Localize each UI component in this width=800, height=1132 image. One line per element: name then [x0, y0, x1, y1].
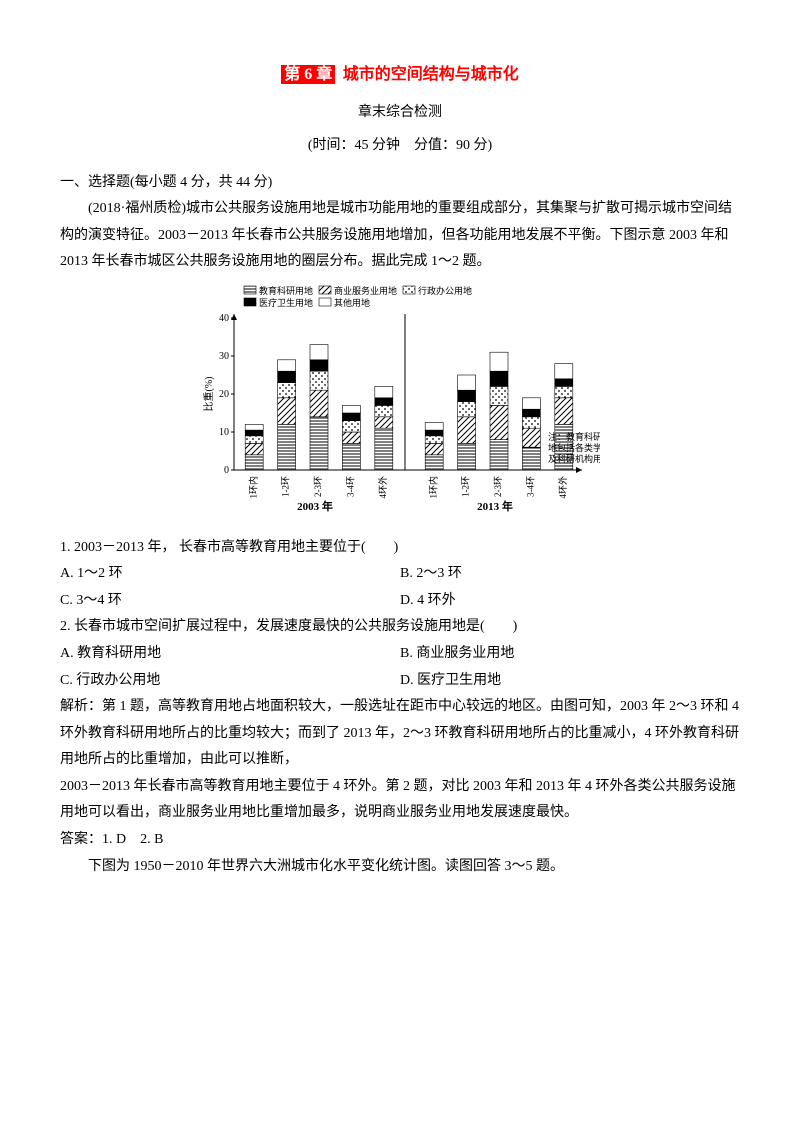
analysis-paragraph-1: 解析：第 1 题，高等教育用地占地面积较大，一般选址在距市中心较远的地区。由图可… — [60, 694, 740, 774]
svg-text:1-2环: 1-2环 — [461, 476, 471, 497]
chapter-number: 第 6 章 — [281, 65, 335, 84]
svg-text:1环内: 1环内 — [247, 476, 258, 499]
svg-text:其他用地: 其他用地 — [334, 297, 370, 308]
svg-text:教育科研用地: 教育科研用地 — [259, 285, 313, 296]
svg-text:注：教育科研用: 注：教育科研用 — [548, 431, 600, 442]
svg-text:10: 10 — [219, 427, 229, 438]
svg-text:40: 40 — [219, 313, 229, 324]
svg-text:2003 年: 2003 年 — [297, 499, 333, 513]
svg-text:2013 年: 2013 年 — [477, 499, 513, 513]
svg-text:30: 30 — [219, 351, 229, 362]
q1-stem: 1. 2003－2013 年， 长春市高等教育用地主要位于( ) — [60, 535, 740, 562]
q2-option-d: D. 医疗卫生用地 — [400, 668, 740, 695]
svg-text:1-2环: 1-2环 — [281, 476, 291, 497]
answer-line: 答案：1. D 2. B — [60, 827, 740, 854]
q2-option-c: C. 行政办公用地 — [60, 668, 400, 695]
svg-text:3-4环: 3-4环 — [525, 476, 535, 497]
chart-container: 教育科研用地 商业服务业用地 行政办公用地医疗卫生用地 其他用地 0 10 20 30 40 比重… — [60, 284, 740, 527]
q2-options: A. 教育科研用地 B. 商业服务业用地 C. 行政办公用地 D. 医疗卫生用地 — [60, 641, 740, 694]
svg-text:医疗卫生用地: 医疗卫生用地 — [259, 297, 313, 308]
svg-text:4环外: 4环外 — [377, 476, 388, 499]
subtitle: 章末综合检测 — [60, 100, 740, 127]
q1-option-a: A. 1～2 环 — [60, 561, 400, 588]
svg-text:1环内: 1环内 — [427, 476, 438, 499]
svg-text:商业服务业用地: 商业服务业用地 — [334, 285, 397, 296]
q2-option-a: A. 教育科研用地 — [60, 641, 400, 668]
q2-stem: 2. 长春市城市空间扩展过程中，发展速度最快的公共服务设施用地是( ) — [60, 614, 740, 641]
section-heading: 一、选择题(每小题 4 分，共 44 分) — [60, 170, 740, 197]
svg-text:地包括各类学校: 地包括各类学校 — [548, 442, 600, 453]
q1-option-c: C. 3～4 环 — [60, 588, 400, 615]
svg-text:比重(%): 比重(%) — [202, 376, 215, 411]
analysis-paragraph-2: 2003－2013 年长春市高等教育用地主要位于 4 环外。第 2 题，对比 2… — [60, 774, 740, 827]
q1-option-b: B. 2～3 环 — [400, 561, 740, 588]
q2-option-b: B. 商业服务业用地 — [400, 641, 740, 668]
intro2-paragraph: 下图为 1950－2010 年世界六大洲城市化水平变化统计图。读图回答 3～5 … — [60, 854, 740, 881]
svg-text:4环外: 4环外 — [557, 476, 568, 499]
bar-chart: 教育科研用地 商业服务业用地 行政办公用地医疗卫生用地 其他用地 0 10 20 30 40 比重… — [200, 284, 600, 527]
page: { "title": { "highlight": "第 6 章", "rest… — [0, 0, 800, 1132]
svg-text:20: 20 — [219, 389, 229, 400]
svg-text:行政办公用地: 行政办公用地 — [418, 285, 472, 296]
time-info: (时间：45 分钟 分值：90 分) — [60, 133, 740, 160]
svg-text:0: 0 — [224, 465, 229, 476]
q1-options: A. 1～2 环 B. 2～3 环 C. 3～4 环 D. 4 环外 — [60, 561, 740, 614]
svg-text:及科研机构用地: 及科研机构用地 — [548, 453, 600, 464]
svg-text:3-4环: 3-4环 — [345, 476, 355, 497]
chapter-title: 第 6 章 城市的空间结构与城市化 — [60, 60, 740, 90]
chapter-name: 城市的空间结构与城市化 — [343, 66, 519, 83]
intro-paragraph: (2018·福州质检)城市公共服务设施用地是城市功能用地的重要组成部分，其集聚与… — [60, 196, 740, 276]
q1-option-d: D. 4 环外 — [400, 588, 740, 615]
svg-text:2-3环: 2-3环 — [493, 476, 503, 497]
svg-text:2-3环: 2-3环 — [313, 476, 323, 497]
